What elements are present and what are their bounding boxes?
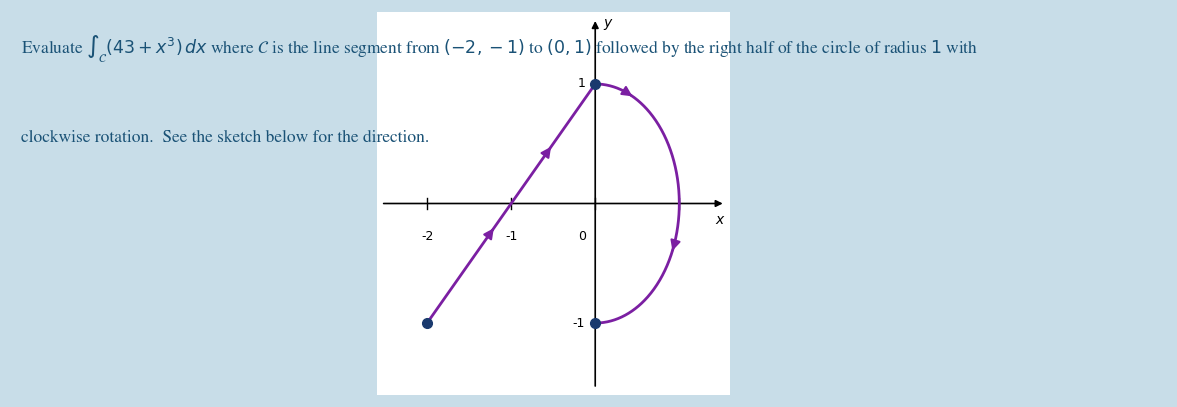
Text: y: y (604, 15, 612, 30)
Text: -2: -2 (421, 230, 433, 243)
Text: 0: 0 (579, 230, 586, 243)
Text: clockwise rotation.  See the sketch below for the direction.: clockwise rotation. See the sketch below… (21, 130, 430, 146)
Text: -1: -1 (573, 317, 585, 330)
Text: 1: 1 (577, 77, 585, 90)
Text: -1: -1 (505, 230, 518, 243)
Text: x: x (716, 213, 724, 227)
Text: Evaluate $\int_{\mathcal{C}}(43 + x^3)\,dx$ where $\mathcal{C}$ is the line segm: Evaluate $\int_{\mathcal{C}}(43 + x^3)\,… (21, 33, 978, 63)
